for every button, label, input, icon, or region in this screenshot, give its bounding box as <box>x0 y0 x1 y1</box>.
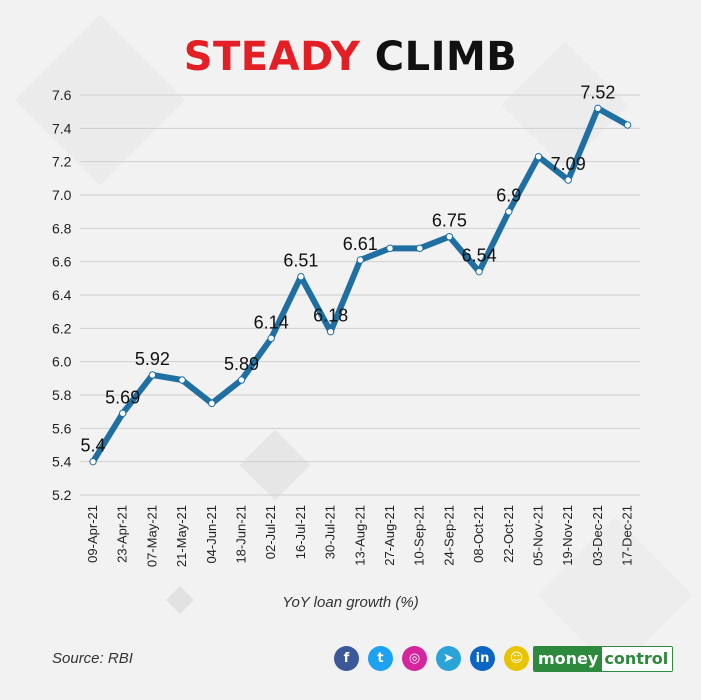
data-point <box>416 244 424 253</box>
x-tick-label: 04-Jun-21 <box>204 505 219 564</box>
logo-part-control: control <box>602 647 673 671</box>
x-tick-label: 30-Jul-21 <box>323 505 338 559</box>
y-tick-label: 7.0 <box>52 187 72 203</box>
x-axis-label: YoY loan growth (%) <box>282 594 419 611</box>
facebook-icon[interactable]: f <box>334 646 359 671</box>
x-tick-label: 19-Nov-21 <box>560 505 575 566</box>
social-icons: f t ◎ ➤ in ☺ <box>334 646 529 671</box>
data-label: 6.14 <box>254 312 289 332</box>
x-tick-label: 23-Apr-21 <box>115 505 130 563</box>
y-tick-label: 6.0 <box>52 354 72 370</box>
instagram-icon[interactable]: ◎ <box>402 646 427 671</box>
data-label: 5.92 <box>135 349 170 369</box>
x-tick-label: 24-Sep-21 <box>441 505 456 566</box>
x-tick-label: 05-Nov-21 <box>531 505 546 566</box>
y-tick-label: 5.6 <box>52 420 72 436</box>
telegram-icon[interactable]: ➤ <box>436 646 461 671</box>
data-label: 6.9 <box>496 186 521 206</box>
y-tick-label: 7.4 <box>52 120 72 136</box>
data-label: 5.89 <box>224 354 259 374</box>
data-point <box>386 244 394 253</box>
data-point <box>89 457 97 466</box>
x-tick-label: 13-Aug-21 <box>352 505 367 566</box>
data-point <box>297 272 305 281</box>
linkedin-icon[interactable]: in <box>470 646 495 671</box>
data-label: 5.4 <box>80 436 105 456</box>
x-tick-label: 08-Oct-21 <box>471 505 486 563</box>
x-tick-label: 21-May-21 <box>174 505 189 567</box>
data-point <box>356 256 364 264</box>
x-tick-label: 27-Aug-21 <box>382 505 397 566</box>
x-tick-label: 22-Oct-21 <box>501 505 516 563</box>
source-note: Source: RBI <box>52 650 133 667</box>
data-label: 6.61 <box>343 234 378 254</box>
x-tick-label: 07-May-21 <box>144 505 159 567</box>
data-point <box>534 152 543 161</box>
x-tick-label: 09-Apr-21 <box>85 505 100 563</box>
data-point <box>505 207 513 216</box>
x-tick-label: 10-Sep-21 <box>412 505 427 566</box>
page-title: STEADY CLIMB <box>0 34 701 80</box>
data-point <box>267 334 275 343</box>
data-point <box>594 104 602 113</box>
data-point <box>208 399 216 408</box>
data-label: 7.52 <box>580 82 615 102</box>
data-point <box>564 176 572 184</box>
snapchat-icon[interactable]: ☺ <box>504 646 529 671</box>
y-tick-label: 7.2 <box>52 154 72 170</box>
data-point <box>475 267 483 276</box>
y-tick-label: 6.6 <box>52 254 72 270</box>
data-point <box>119 409 127 418</box>
y-tick-label: 6.8 <box>52 220 72 236</box>
moneycontrol-logo: money control <box>533 646 674 672</box>
title-word-red: STEADY <box>183 34 361 80</box>
data-label: 6.54 <box>462 246 497 266</box>
logo-part-money: money <box>534 647 603 671</box>
y-tick-label: 7.6 <box>52 87 72 103</box>
x-tick-label: 02-Jul-21 <box>263 505 278 559</box>
x-tick-label: 16-Jul-21 <box>293 505 308 559</box>
data-point <box>148 371 157 379</box>
x-tick-label: 03-Dec-21 <box>590 505 605 566</box>
data-label: 6.75 <box>432 211 467 231</box>
y-tick-label: 6.4 <box>52 287 72 303</box>
data-label: 5.69 <box>105 387 140 407</box>
data-label: 6.18 <box>313 306 348 326</box>
x-tick-label: 17-Dec-21 <box>620 505 635 566</box>
y-tick-label: 5.8 <box>52 387 72 403</box>
title-word-black: CLIMB <box>374 34 518 80</box>
data-point <box>445 232 454 241</box>
y-tick-label: 5.4 <box>52 454 72 470</box>
data-point <box>623 121 632 129</box>
x-tick-label: 18-Jun-21 <box>234 505 249 564</box>
y-tick-label: 6.2 <box>52 320 72 336</box>
twitter-icon[interactable]: t <box>368 646 393 671</box>
data-point <box>237 376 246 384</box>
data-point <box>178 376 186 384</box>
data-label: 7.09 <box>551 154 586 174</box>
data-point <box>326 327 335 336</box>
data-label: 6.51 <box>283 251 318 271</box>
y-tick-label: 5.2 <box>52 487 72 503</box>
